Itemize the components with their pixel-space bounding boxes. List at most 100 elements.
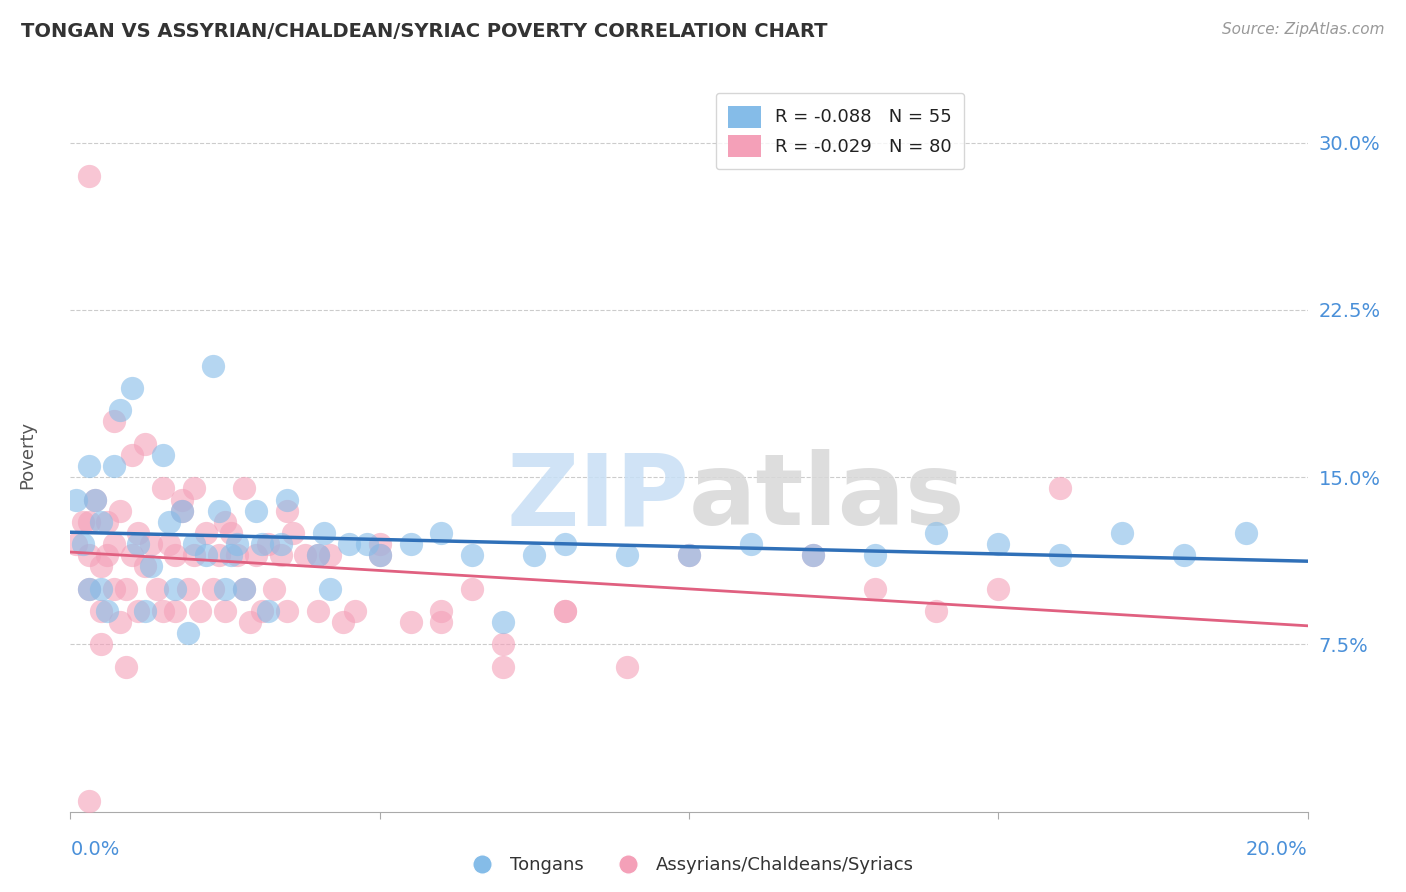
Point bbox=[250, 604, 273, 618]
Point bbox=[134, 604, 156, 618]
Point bbox=[146, 582, 169, 596]
Point bbox=[108, 503, 131, 517]
Point bbox=[208, 503, 231, 517]
Point bbox=[245, 503, 267, 517]
Point bbox=[165, 604, 187, 618]
Point bbox=[219, 526, 242, 541]
Point bbox=[90, 515, 112, 529]
Point bbox=[616, 660, 638, 674]
Point bbox=[343, 604, 366, 618]
Text: Source: ZipAtlas.com: Source: ZipAtlas.com bbox=[1222, 22, 1385, 37]
Point bbox=[96, 604, 118, 618]
Point bbox=[127, 526, 149, 541]
Point bbox=[399, 537, 422, 551]
Point bbox=[430, 604, 453, 618]
Point bbox=[77, 582, 100, 596]
Point bbox=[152, 604, 174, 618]
Point bbox=[183, 482, 205, 496]
Point bbox=[678, 548, 700, 563]
Point bbox=[1111, 526, 1133, 541]
Point bbox=[96, 515, 118, 529]
Point bbox=[90, 637, 112, 651]
Point bbox=[165, 582, 187, 596]
Point bbox=[201, 582, 224, 596]
Point bbox=[294, 548, 316, 563]
Point bbox=[925, 604, 948, 618]
Point bbox=[368, 537, 391, 551]
Legend: Tongans, Assyrians/Chaldeans/Syriacs: Tongans, Assyrians/Chaldeans/Syriacs bbox=[457, 849, 921, 881]
Point bbox=[801, 548, 824, 563]
Point bbox=[214, 582, 236, 596]
Point bbox=[170, 503, 193, 517]
Point bbox=[307, 548, 329, 563]
Text: 20.0%: 20.0% bbox=[1246, 840, 1308, 859]
Point bbox=[987, 537, 1010, 551]
Point bbox=[1049, 482, 1071, 496]
Point bbox=[157, 537, 180, 551]
Point bbox=[188, 604, 211, 618]
Point bbox=[250, 537, 273, 551]
Point bbox=[139, 559, 162, 574]
Point bbox=[157, 515, 180, 529]
Point bbox=[65, 492, 87, 507]
Point bbox=[108, 615, 131, 630]
Point bbox=[139, 537, 162, 551]
Point bbox=[77, 169, 100, 184]
Point bbox=[312, 526, 335, 541]
Point bbox=[177, 626, 200, 640]
Point bbox=[801, 548, 824, 563]
Point bbox=[1234, 526, 1257, 541]
Point bbox=[134, 559, 156, 574]
Text: Poverty: Poverty bbox=[18, 421, 37, 489]
Point bbox=[103, 414, 125, 429]
Point bbox=[152, 448, 174, 462]
Point bbox=[232, 482, 254, 496]
Point bbox=[356, 537, 378, 551]
Point bbox=[337, 537, 360, 551]
Point bbox=[165, 548, 187, 563]
Point bbox=[214, 604, 236, 618]
Point bbox=[257, 604, 280, 618]
Point bbox=[72, 515, 94, 529]
Point bbox=[276, 492, 298, 507]
Point bbox=[134, 436, 156, 450]
Point bbox=[492, 660, 515, 674]
Text: atlas: atlas bbox=[689, 450, 966, 546]
Point bbox=[863, 582, 886, 596]
Point bbox=[232, 582, 254, 596]
Point bbox=[368, 548, 391, 563]
Point bbox=[77, 515, 100, 529]
Point bbox=[740, 537, 762, 551]
Point bbox=[554, 537, 576, 551]
Point bbox=[103, 582, 125, 596]
Point bbox=[77, 459, 100, 474]
Point bbox=[319, 582, 342, 596]
Point bbox=[399, 615, 422, 630]
Point bbox=[925, 526, 948, 541]
Point bbox=[276, 604, 298, 618]
Point bbox=[103, 537, 125, 551]
Point bbox=[307, 604, 329, 618]
Point bbox=[270, 537, 292, 551]
Point bbox=[678, 548, 700, 563]
Point bbox=[554, 604, 576, 618]
Point bbox=[121, 548, 143, 563]
Point bbox=[219, 548, 242, 563]
Point bbox=[616, 548, 638, 563]
Point bbox=[65, 537, 87, 551]
Point bbox=[214, 515, 236, 529]
Point bbox=[276, 503, 298, 517]
Point bbox=[226, 537, 249, 551]
Point bbox=[430, 615, 453, 630]
Point bbox=[72, 537, 94, 551]
Point bbox=[152, 482, 174, 496]
Point bbox=[523, 548, 546, 563]
Point bbox=[77, 582, 100, 596]
Point bbox=[108, 403, 131, 417]
Point bbox=[319, 548, 342, 563]
Point bbox=[127, 537, 149, 551]
Point bbox=[332, 615, 354, 630]
Point bbox=[245, 548, 267, 563]
Point bbox=[492, 637, 515, 651]
Point bbox=[863, 548, 886, 563]
